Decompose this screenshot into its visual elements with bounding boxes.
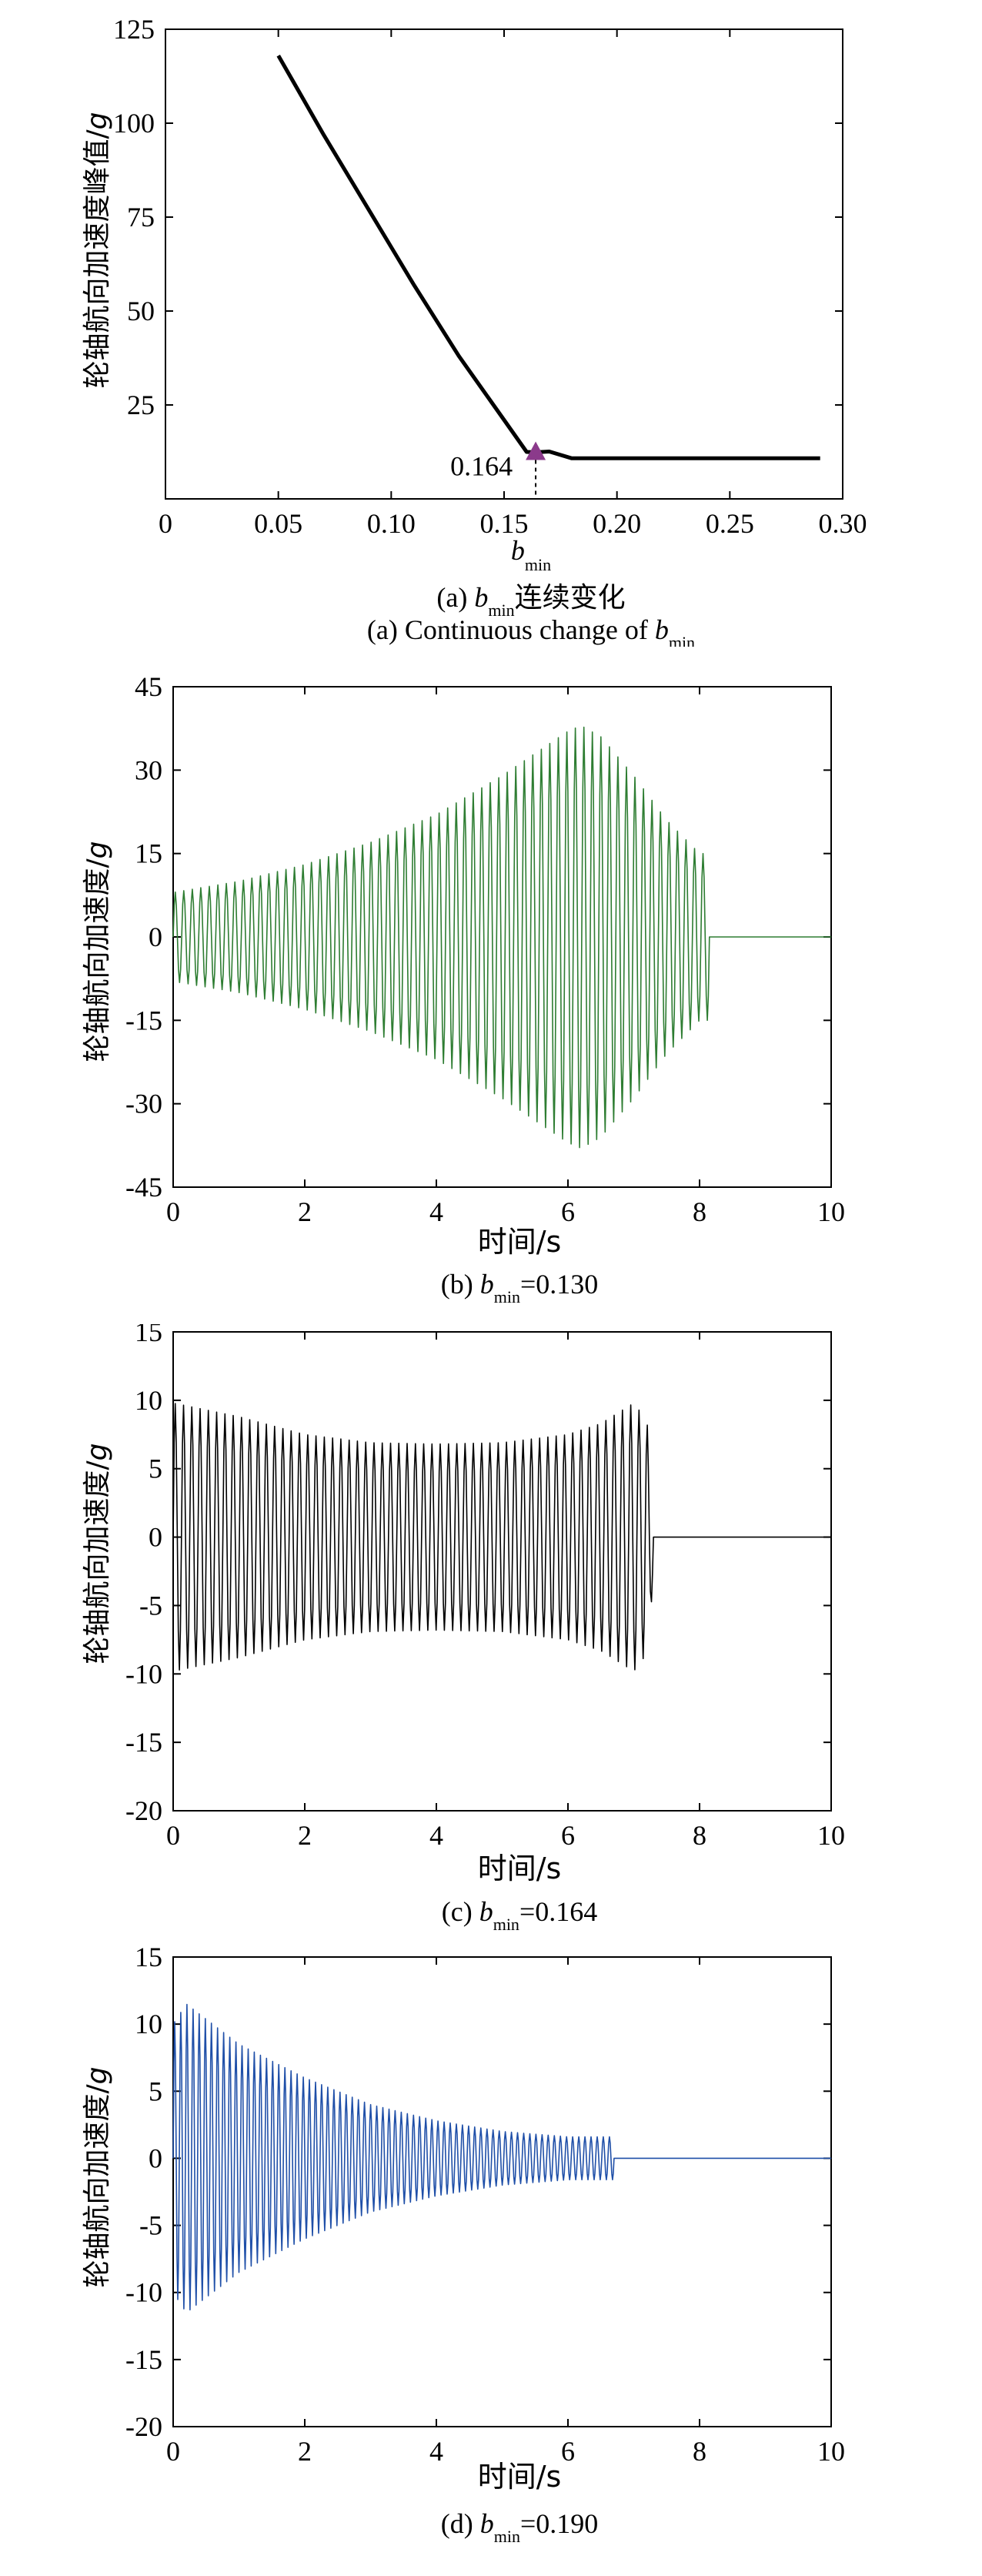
- chart-b-xlabel: 时间/s: [478, 1225, 562, 1259]
- chart-a-ytick-label: 25: [127, 390, 155, 420]
- chart-c-xtick-label: 2: [298, 1820, 312, 1851]
- chart-b: 0 2 4 6 8 10 -45 -30 -15 0 15 30 45 轮轴航向加速度/g 时间/s (…: [82, 677, 845, 1306]
- chart-a-ytick-label: 75: [127, 202, 155, 233]
- chart-c-ylabel: 轮轴航向加速度/g: [82, 1444, 113, 1664]
- chart-d-plot: 0 2 4 6 8 10 -20 -15 -10 -5 0 5 10 15: [125, 1948, 845, 2467]
- chart-c-ytick-label: 0: [149, 1522, 162, 1553]
- chart-d-caption: (d) bmin=0.190: [441, 2508, 599, 2546]
- chart-c-ytick-label: -15: [125, 1727, 162, 1758]
- chart-b-xtick-label: 6: [561, 1196, 575, 1227]
- chart-d-ytick-label: -5: [139, 2210, 162, 2241]
- chart-c-ytick-label: 15: [135, 1324, 162, 1347]
- chart-c-plot: 0 2 4 6 8 10 -20 -15 -10 -5 0 5 10 15: [125, 1324, 845, 1851]
- chart-a-xtick-label: 0.20: [593, 508, 641, 539]
- chart-c-xtick-label: 10: [817, 1820, 845, 1851]
- chart-d-xlabel: 时间/s: [478, 2460, 562, 2494]
- chart-b-xtick-label: 8: [693, 1196, 706, 1227]
- chart-a-xtick-label: 0.30: [819, 508, 867, 539]
- chart-d-xtick-label: 10: [817, 2436, 845, 2467]
- chart-c-ytick-label: -10: [125, 1658, 162, 1689]
- chart-a-series-line: [276, 54, 820, 460]
- chart-d-ytick-label: 0: [149, 2143, 162, 2173]
- chart-d-ylabel: 轮轴航向加速度/g: [82, 2067, 113, 2288]
- chart-b-xtick-label: 2: [298, 1196, 312, 1227]
- chart-c-ytick-label: 5: [149, 1454, 162, 1484]
- chart-a-ylabel: 轮轴航向加速度峰值/g: [82, 112, 113, 389]
- chart-a-ytick-label: 125: [113, 14, 155, 45]
- chart-a-ytick-label: 50: [127, 296, 155, 326]
- chart-a-xtick-label: 0.25: [706, 508, 754, 539]
- chart-b-xtick-label: 0: [166, 1196, 180, 1227]
- chart-a-xtick-label: 0.05: [254, 508, 302, 539]
- chart-b-series-line: [172, 726, 831, 1149]
- chart-d-xtick-label: 2: [298, 2436, 312, 2467]
- chart-a-plot: 0 0.05 0.10 0.15 0.20 0.25 0.30 25 50 75 100 125 0.1…: [113, 14, 867, 539]
- chart-a-ytick-label: 100: [113, 108, 155, 139]
- chart-c-xtick-label: 8: [693, 1820, 706, 1851]
- chart-d-xtick-label: 4: [429, 2436, 443, 2467]
- chart-b-xtick-label: 4: [429, 1196, 443, 1227]
- chart-a-caption-2: (a) Continuous change of bmin: [367, 614, 695, 647]
- chart-d-ytick-label: 5: [149, 2076, 162, 2106]
- chart-c-xtick-label: 4: [429, 1820, 443, 1851]
- chart-a: 0 0.05 0.10 0.15 0.20 0.25 0.30 25 50 75 100 125 0.1…: [82, 14, 867, 647]
- chart-b-caption: (b) bmin=0.130: [441, 1269, 599, 1306]
- chart-b-ytick-label: -45: [125, 1172, 162, 1203]
- chart-d-xtick-label: 8: [693, 2436, 706, 2467]
- chart-b-ytick-label: 45: [135, 677, 162, 702]
- chart-d-ytick-label: -15: [125, 2344, 162, 2375]
- chart-c-series-line: [172, 1403, 831, 1671]
- chart-a-annotation-marker: [526, 441, 546, 460]
- chart-c-ytick-label: -5: [139, 1590, 162, 1621]
- chart-c-axes-frame: [172, 1331, 832, 1812]
- chart-b-ytick-label: 15: [135, 838, 162, 869]
- chart-a-caption-1: (a) bmin连续变化: [436, 582, 625, 620]
- chart-b-ylabel: 轮轴航向加速度/g: [82, 841, 113, 1062]
- chart-d-ytick-label: -10: [125, 2277, 162, 2308]
- chart-d-series-line: [172, 2003, 831, 2311]
- chart-d-xtick-label: 0: [166, 2436, 180, 2467]
- chart-c-xlabel: 时间/s: [478, 1852, 562, 1885]
- chart-c-xtick-label: 6: [561, 1820, 575, 1851]
- chart-c-xtick-label: 0: [166, 1820, 180, 1851]
- chart-d-xtick-label: 6: [561, 2436, 575, 2467]
- chart-b-xtick-label: 10: [817, 1196, 845, 1227]
- chart-a-axes-frame: [165, 28, 843, 500]
- chart-d-axes-frame: [172, 1956, 832, 2427]
- chart-a-xtick-label: 0: [159, 508, 172, 539]
- chart-d-ytick-label: -20: [125, 2411, 162, 2442]
- chart-c-caption: (c) bmin=0.164: [442, 1896, 598, 1934]
- chart-d-ytick-label: 10: [135, 2009, 162, 2039]
- chart-c-ytick-label: 10: [135, 1385, 162, 1416]
- chart-b-plot: 0 2 4 6 8 10 -45 -30 -15 0 15 30 45: [125, 677, 845, 1227]
- chart-a-annotation-label: 0.164: [450, 450, 513, 481]
- chart-b-ytick-label: 30: [135, 754, 162, 785]
- chart-c-ytick-label: -20: [125, 1795, 162, 1826]
- chart-b-ytick-label: -15: [125, 1005, 162, 1035]
- chart-a-xtick-label: 0.15: [480, 508, 529, 539]
- chart-a-xtick-label: 0.10: [367, 508, 416, 539]
- chart-d-ytick-label: 15: [135, 1948, 162, 1972]
- chart-b-ytick-label: -30: [125, 1089, 162, 1119]
- chart-a-xlabel: bmin: [511, 535, 551, 574]
- chart-b-ytick-label: 0: [149, 922, 162, 952]
